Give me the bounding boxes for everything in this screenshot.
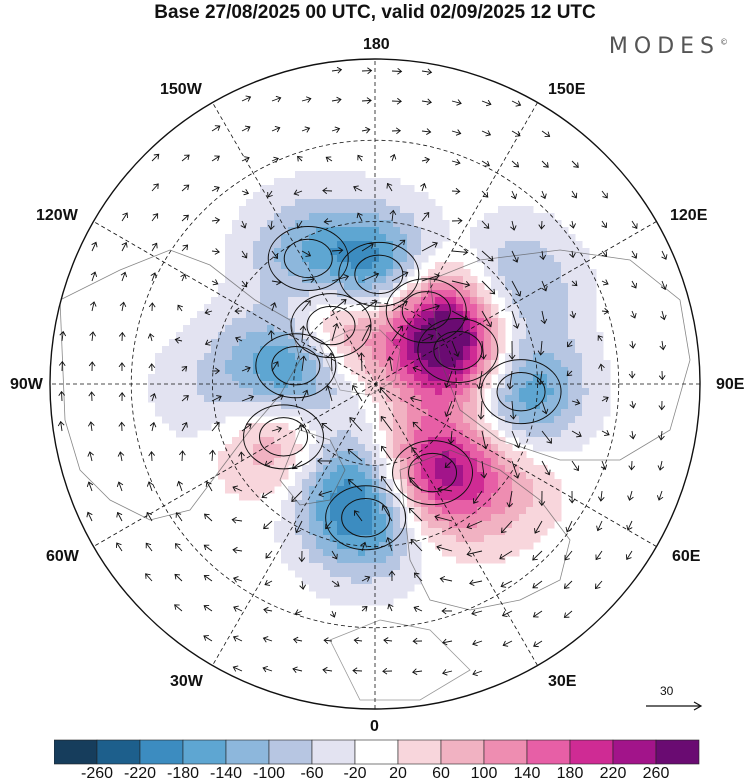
vector-reference-arrow	[646, 701, 703, 711]
colorbar-segment	[655, 739, 700, 765]
colorbar-label: 100	[470, 765, 498, 782]
colorbar-segment	[54, 739, 98, 765]
colorbar-label: 180	[556, 765, 584, 782]
colorbar-segment	[612, 739, 657, 765]
brand-mark: ©	[720, 37, 728, 47]
height-contours	[243, 225, 562, 551]
brand-logo: MODES©	[609, 34, 728, 59]
lon-label-60e: 60E	[672, 548, 701, 565]
colorbar-label: -260	[80, 765, 114, 782]
vector-reference-value: 30	[660, 684, 674, 698]
lon-label-120w: 120W	[36, 207, 78, 224]
colorbar-label: -100	[252, 765, 286, 782]
map-title: Base 27/08/2025 00 UTC, valid 02/09/2025…	[154, 2, 596, 23]
colorbar-segment	[182, 739, 227, 765]
colorbar-segment	[225, 739, 270, 765]
lon-label-180: 180	[363, 36, 390, 53]
graticule	[50, 59, 700, 709]
map-boundary	[49, 58, 701, 710]
colorbar-label: -220	[123, 765, 157, 782]
colorbar-segment	[354, 739, 399, 765]
colorbar-segment	[139, 739, 184, 765]
lon-label-120e: 120E	[670, 207, 708, 224]
colorbar-label: 220	[599, 765, 627, 782]
colorbar-label: -60	[300, 765, 324, 782]
colorbar-label: -20	[343, 765, 367, 782]
coastlines	[59, 249, 691, 701]
lon-label-60w: 60W	[46, 548, 79, 565]
colorbar-segment	[483, 739, 528, 765]
lon-label-150e: 150E	[548, 81, 586, 98]
colorbar-segment	[526, 739, 571, 765]
lon-label-30e: 30E	[548, 673, 577, 690]
colorbar-segment	[397, 739, 442, 765]
lon-label-30w: 30W	[170, 673, 203, 690]
brand-name: MODES	[608, 34, 720, 59]
colorbar-segment	[569, 739, 614, 765]
colorbar-segment	[268, 739, 313, 765]
colorbar-segment	[311, 739, 356, 765]
colorbar-label: -140	[209, 765, 243, 782]
lon-label-90w: 90W	[10, 376, 43, 393]
wind-vectors	[57, 66, 668, 677]
colorbar-label: 60	[432, 765, 450, 782]
lon-label-0: 0	[370, 718, 379, 735]
lon-label-150w: 150W	[160, 81, 202, 98]
colorbar-segment	[440, 739, 485, 765]
colorbar-label: 140	[513, 765, 541, 782]
colorbar-label: -180	[166, 765, 200, 782]
colorbar-segment	[96, 739, 141, 765]
polar-stereographic-map	[49, 58, 701, 710]
colorbar-label: 260	[642, 765, 670, 782]
lon-label-90e: 90E	[716, 376, 745, 393]
colorbar-label: 20	[389, 765, 407, 782]
colorbar	[54, 739, 700, 765]
